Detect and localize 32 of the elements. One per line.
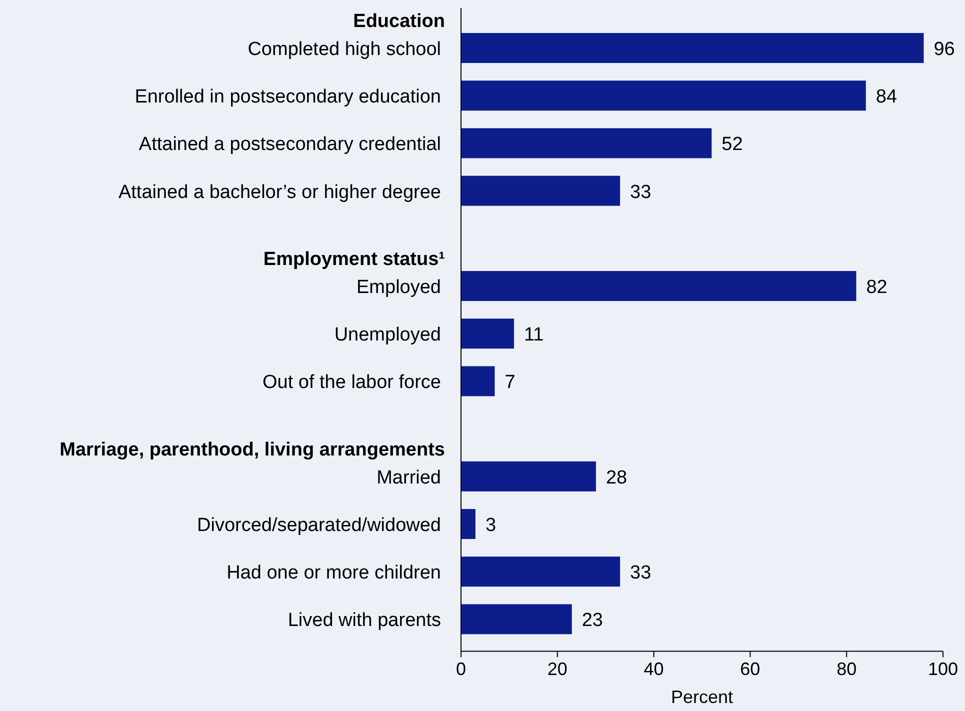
x-tick-label: 60: [740, 659, 760, 680]
y-tick-label: Education: [353, 11, 445, 32]
data-label: 23: [582, 610, 603, 632]
x-tick-label: 0: [456, 659, 466, 680]
data-label: 11: [524, 324, 544, 346]
x-tick-label: 40: [644, 659, 664, 680]
y-tick-label: Attained a postsecondary credential: [138, 134, 441, 156]
x-tick-label: 20: [547, 659, 568, 680]
y-tick-label: Employed: [356, 277, 441, 298]
data-label: 52: [722, 134, 743, 156]
data-label: 84: [876, 86, 898, 108]
data-label: 3: [485, 515, 496, 536]
data-label: 33: [630, 562, 652, 584]
y-tick-label: Married: [376, 467, 441, 488]
y-tick-label: Unemployed: [334, 324, 441, 346]
data-label: 28: [606, 467, 628, 488]
x-tick-label: 100: [928, 659, 958, 680]
y-tick-label: Completed high school: [248, 39, 441, 60]
y-tick-label: Marriage, parenthood, living arrangements: [60, 439, 445, 460]
x-tick-label: 80: [836, 659, 857, 680]
y-tick-label: Enrolled in postsecondary education: [134, 86, 441, 108]
y-tick-label: Employment status¹: [263, 249, 445, 270]
y-tick-label: Out of the labor force: [262, 372, 441, 394]
y-tick-label: Divorced/separated/widowed: [197, 515, 441, 536]
data-label: 82: [866, 277, 888, 298]
y-tick-label: Lived with parents: [288, 610, 441, 632]
y-tick-label: Had one or more children: [226, 562, 441, 584]
data-label: 7: [504, 372, 516, 394]
x-axis-title: Percent: [670, 687, 734, 708]
y-tick-label: Attained a bachelor’s or higher degree: [118, 182, 441, 203]
data-label: 33: [630, 182, 652, 203]
data-label: 96: [934, 39, 955, 60]
